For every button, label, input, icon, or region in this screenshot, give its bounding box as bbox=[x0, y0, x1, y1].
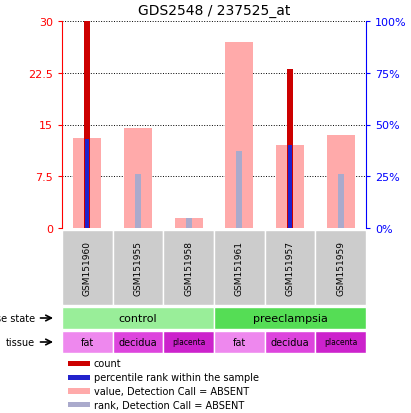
Text: GSM151960: GSM151960 bbox=[83, 240, 92, 295]
Text: GSM151959: GSM151959 bbox=[336, 240, 345, 295]
Text: percentile rank within the sample: percentile rank within the sample bbox=[94, 373, 259, 382]
Bar bbox=[62, 230, 113, 305]
Text: decidua: decidua bbox=[271, 337, 309, 347]
Text: rank, Detection Call = ABSENT: rank, Detection Call = ABSENT bbox=[94, 400, 244, 410]
Bar bbox=[68, 388, 90, 394]
Bar bbox=[68, 402, 90, 407]
Bar bbox=[124, 128, 152, 228]
Bar bbox=[225, 43, 253, 228]
Title: GDS2548 / 237525_at: GDS2548 / 237525_at bbox=[138, 4, 290, 18]
Text: GSM151958: GSM151958 bbox=[184, 240, 193, 295]
Text: fat: fat bbox=[81, 337, 94, 347]
Bar bbox=[84, 22, 90, 228]
Bar bbox=[163, 230, 214, 305]
Text: control: control bbox=[119, 313, 157, 323]
Text: placenta: placenta bbox=[324, 338, 357, 347]
Text: disease state: disease state bbox=[0, 313, 35, 323]
Bar bbox=[113, 230, 163, 305]
Bar bbox=[85, 140, 89, 228]
Bar bbox=[315, 230, 366, 305]
Bar bbox=[327, 135, 355, 228]
Bar bbox=[113, 331, 163, 353]
Text: fat: fat bbox=[233, 337, 246, 347]
Bar bbox=[186, 218, 192, 228]
Text: value, Detection Call = ABSENT: value, Detection Call = ABSENT bbox=[94, 386, 249, 396]
Bar bbox=[265, 331, 315, 353]
Text: decidua: decidua bbox=[119, 337, 157, 347]
Text: GSM151961: GSM151961 bbox=[235, 240, 244, 295]
Bar bbox=[315, 331, 366, 353]
Text: GSM151955: GSM151955 bbox=[134, 240, 143, 295]
Bar bbox=[175, 218, 203, 228]
Bar bbox=[74, 139, 101, 228]
Bar bbox=[68, 361, 90, 366]
Bar bbox=[287, 70, 293, 228]
Bar bbox=[214, 307, 366, 329]
Bar bbox=[135, 175, 141, 228]
Text: tissue: tissue bbox=[5, 337, 35, 347]
Bar bbox=[62, 331, 113, 353]
Bar bbox=[287, 175, 293, 228]
Text: placenta: placenta bbox=[172, 338, 206, 347]
Bar bbox=[214, 331, 265, 353]
Bar bbox=[337, 175, 344, 228]
Text: preeclampsia: preeclampsia bbox=[253, 313, 328, 323]
Bar bbox=[62, 307, 214, 329]
Bar bbox=[265, 230, 315, 305]
Text: GSM151957: GSM151957 bbox=[286, 240, 295, 295]
Bar bbox=[236, 152, 242, 228]
Bar bbox=[288, 146, 292, 228]
Bar bbox=[68, 375, 90, 380]
Bar bbox=[163, 331, 214, 353]
Bar bbox=[214, 230, 265, 305]
Bar bbox=[276, 146, 304, 228]
Text: count: count bbox=[94, 358, 121, 368]
